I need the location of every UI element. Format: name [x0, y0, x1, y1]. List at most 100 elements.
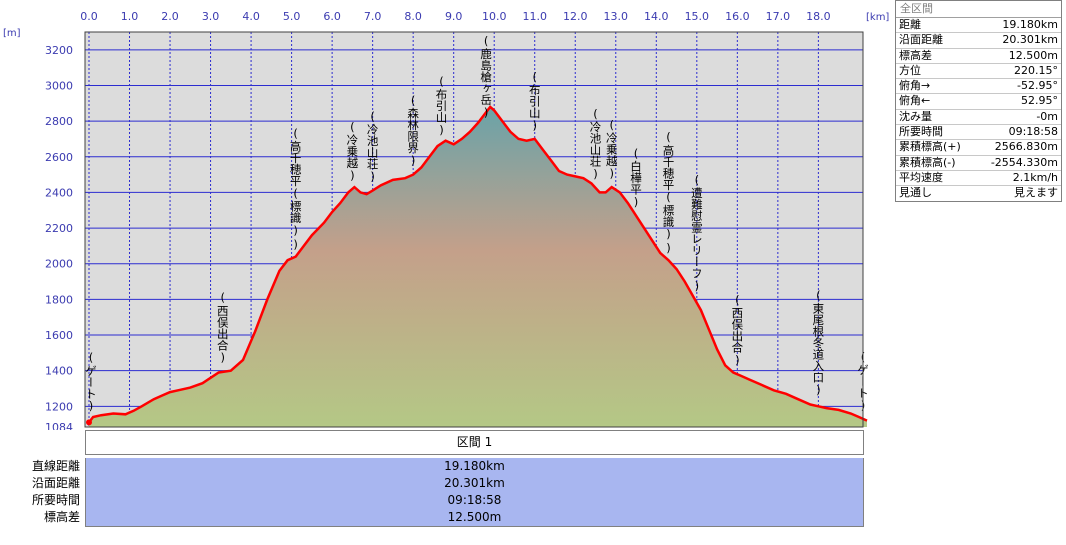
stat-value: 2.1km/h [1012, 170, 1058, 184]
waypoint-label: (冷池山荘) [589, 107, 603, 181]
waypoint-label: (高千穂平(標識)) [661, 130, 675, 255]
x-unit-label: [km] [866, 12, 889, 23]
y-tick-label: 1800 [45, 293, 73, 306]
plot-border [84, 31, 864, 428]
y-tick-label: 1400 [45, 365, 73, 378]
x-tick-label: 6.0 [323, 10, 341, 23]
stat-label: 標高差 [899, 48, 932, 62]
elevation-area [86, 105, 868, 428]
section-row-label: 直線距離 [31, 459, 80, 473]
y-unit-label: [m] [3, 28, 21, 39]
stat-row: 平均速度 2.1km/h [896, 170, 1061, 187]
section-row-label: 沿面距離 [31, 476, 80, 490]
stat-value: 09:18:58 [1008, 125, 1058, 139]
y-tick-label: 1600 [45, 329, 73, 342]
x-tick-label: 10.0 [482, 10, 507, 23]
stats-title: 全区間 [896, 1, 1061, 18]
elevation-chart: 0.0 1.0 2.0 3.0 4.0 5.0 6.0 7.0 8.0 9.0 10.0 11.0 12… [3, 10, 889, 430]
stat-value: 2566.830m [994, 140, 1058, 154]
stat-row: 所要時間 09:18:58 [896, 125, 1061, 141]
waypoint-label: (東尾根冬道入口) [811, 289, 825, 398]
x-tick-label: 9.0 [445, 10, 463, 23]
stat-label: 沿面距離 [899, 33, 943, 47]
stat-label: 俯角← [899, 94, 931, 108]
section-row-value: 12.500m [85, 509, 864, 527]
waypoint-label: (布引山) [435, 74, 449, 137]
waypoint-label: (遭難慰霊レリーフ) [690, 173, 704, 293]
y-tick-label: 2600 [45, 151, 73, 164]
section-row-value: 19.180km [85, 458, 864, 475]
waypoint-label: (冷乗越) [605, 118, 619, 181]
x-tick-label: 7.0 [364, 10, 382, 23]
x-tick-label: 2.0 [161, 10, 179, 23]
stat-row: 方位 220.15° [896, 63, 1061, 80]
x-tick-label: 15.0 [685, 10, 710, 23]
stat-label: 沈み量 [899, 109, 932, 123]
waypoint-label: (西俣出合) [216, 291, 230, 365]
y-tick-label: 1084 [45, 421, 73, 430]
x-tick-label: 11.0 [522, 10, 547, 23]
start-marker [86, 419, 92, 426]
stat-label: 方位 [899, 63, 921, 77]
waypoint-label: (西俣出合) [730, 293, 744, 367]
stat-value: 52.95° [1021, 94, 1058, 108]
x-tick-label: 12.0 [563, 10, 588, 23]
stat-value: -2554.330m [990, 155, 1058, 169]
x-tick-label: 13.0 [604, 10, 629, 23]
section-header[interactable]: 区間 1 [85, 430, 864, 455]
stat-value: 20.301km [1002, 33, 1058, 47]
waypoint-label: (布引山) [528, 70, 542, 133]
y-tick-label: 1200 [45, 400, 73, 413]
stat-row: 見通し 見えます [896, 186, 1061, 200]
stat-value: -52.95° [1017, 79, 1058, 93]
stat-row: 俯角← 52.95° [896, 94, 1061, 110]
stat-value: -0m [1036, 109, 1058, 123]
waypoint-label: (高千穂平(標識)) [289, 127, 303, 252]
waypoint-labels: (ゲート)(西俣出合)(高千穂平(標識)) (冷乗越) (冷池山荘) (森林限界) (布… [84, 34, 870, 413]
x-tick-label: 5.0 [283, 10, 301, 23]
waypoint-label: (鹿島槍ヶ岳) [479, 34, 493, 120]
stat-row: 沈み量 -0m [896, 109, 1061, 126]
stat-label: 俯角→ [899, 79, 931, 93]
x-tick-label: 0.0 [80, 10, 98, 23]
y-tick-label: 3000 [45, 79, 73, 92]
x-tick-label: 1.0 [121, 10, 139, 23]
stat-label: 平均速度 [899, 170, 943, 184]
x-tick-label: 14.0 [644, 10, 669, 23]
y-tick-label: 2000 [45, 258, 73, 271]
y-tick-label: 3200 [45, 44, 73, 57]
stat-value: 見えます [1014, 186, 1058, 200]
x-tick-label: 18.0 [806, 10, 831, 23]
section-row-value: 09:18:58 [85, 492, 864, 509]
waypoint-label: (ゲート) [84, 351, 98, 414]
waypoint-label: (白樺平) [629, 147, 643, 210]
x-tick-label: 8.0 [404, 10, 422, 23]
stat-label: 累積標高(-) [899, 155, 956, 169]
stat-value: 19.180km [1002, 18, 1058, 31]
x-tick-label: 17.0 [766, 10, 791, 23]
stat-label: 見通し [899, 186, 932, 200]
stats-panel: 全区間 距離 19.180km 沿面距離 20.301km 標高差 12.500m 方位 22… [895, 0, 1062, 202]
x-tick-label: 3.0 [202, 10, 220, 23]
section-row-value: 20.301km [85, 475, 864, 492]
stat-label: 距離 [899, 18, 921, 31]
x-tick-label: 4.0 [242, 10, 260, 23]
section-row-label: 標高差 [43, 510, 80, 524]
stat-value: 12.500m [1008, 48, 1058, 62]
x-tick-label: 16.0 [725, 10, 750, 23]
stat-label: 所要時間 [899, 125, 943, 139]
y-tick-label: 2800 [45, 115, 73, 128]
elevation-line [88, 105, 868, 424]
waypoint-label: (冷乗越) [345, 120, 359, 183]
stat-row: 累積標高(-) -2554.330m [896, 156, 1061, 171]
stat-value: 220.15° [1014, 63, 1058, 77]
waypoint-label: (森林限界) [406, 93, 420, 167]
section-row-label: 所要時間 [31, 493, 80, 507]
y-tick-label: 2400 [45, 186, 73, 199]
stat-row: 俯角→ -52.95° [896, 79, 1061, 95]
waypoint-label: (冷池山荘) [366, 109, 380, 183]
stat-label: 累積標高(+) [899, 140, 961, 154]
y-tick-label: 2200 [45, 222, 73, 235]
axis-ticks: 0.0 1.0 2.0 3.0 4.0 5.0 6.0 7.0 8.0 9.0 10.0 11.0 12… [45, 10, 831, 430]
elevation-fill [89, 106, 867, 428]
